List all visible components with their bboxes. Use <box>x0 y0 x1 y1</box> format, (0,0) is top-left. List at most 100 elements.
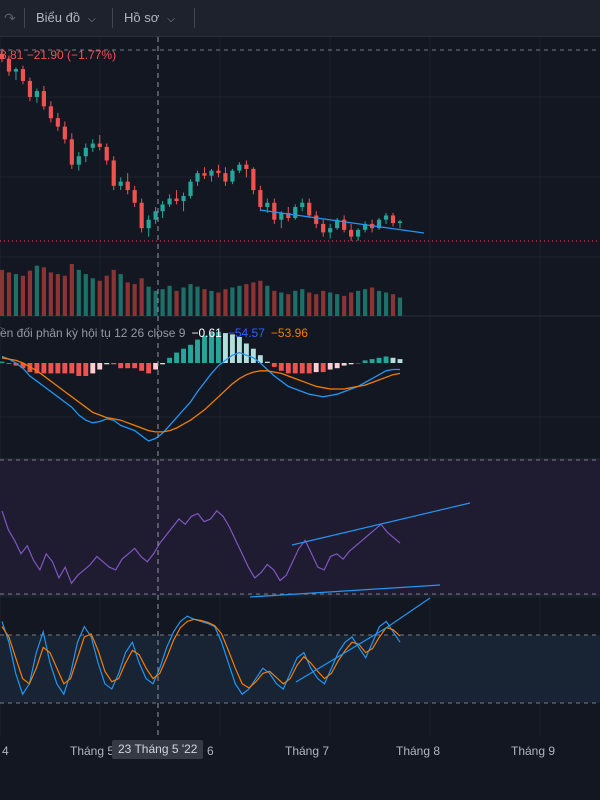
candle-body <box>390 215 396 224</box>
macd-histogram-bar <box>104 363 110 365</box>
chevron-down-icon: ⌵ <box>167 14 175 25</box>
candle-body <box>20 69 26 81</box>
macd-histogram-bar <box>285 363 291 374</box>
macd-histogram-bar <box>83 363 89 376</box>
candle-body <box>223 173 228 182</box>
candle-body <box>397 221 403 224</box>
macd-histogram-bar <box>264 361 270 363</box>
macd-histogram-bar <box>383 356 389 363</box>
rsi-lower-trend-line <box>249 584 441 598</box>
macd-histogram-bar <box>216 331 221 363</box>
candle-body <box>202 173 207 176</box>
macd-histogram-bar <box>174 352 180 363</box>
crosshair-date-label: 23 Tháng 5 '22 <box>112 740 204 759</box>
chevron-down-icon: ⌵ <box>88 14 96 25</box>
stoch-trend-line <box>295 627 387 683</box>
volume-bar <box>286 294 291 316</box>
macd-legend: ền đối phân kỳ hội tụ 12 26 close 9 −0.61… <box>0 326 308 340</box>
volume-bar <box>174 290 179 316</box>
macd-histogram-bar <box>90 363 96 374</box>
volume-bar <box>258 280 263 316</box>
candle-body <box>97 143 102 147</box>
volume-bar <box>55 274 60 316</box>
candle-body <box>27 80 33 97</box>
macd-histogram-bar <box>55 363 61 374</box>
redo-icon[interactable]: ↷ <box>4 10 16 26</box>
toolbar-separator <box>24 8 25 28</box>
volume-bar <box>209 290 214 316</box>
macd-histogram-bar <box>334 363 340 369</box>
macd-histogram-bar <box>167 357 173 363</box>
candle-body <box>132 190 137 203</box>
volume-bar <box>111 269 116 316</box>
volume-bar <box>272 290 277 316</box>
candle-body <box>279 212 284 220</box>
volume-bar <box>293 290 298 316</box>
macd-histogram-bar <box>139 363 145 371</box>
volume-bar <box>160 289 165 316</box>
candle-body <box>139 202 144 229</box>
volume-bar <box>279 292 284 316</box>
candle-body <box>181 196 186 202</box>
macd-histogram-bar <box>111 363 117 365</box>
candle-body <box>356 229 361 237</box>
volume-bar <box>48 272 53 316</box>
macd-histogram-bar <box>181 348 186 363</box>
candle-body <box>6 58 12 72</box>
time-axis[interactable]: 4 Tháng 5 6 Tháng 7 Tháng 8 Tháng 9 23 T… <box>0 737 600 762</box>
x-tick-label: 4 <box>2 744 9 758</box>
candle-body <box>76 156 81 165</box>
macd-histogram-bar <box>125 363 131 369</box>
candle-body <box>83 147 88 157</box>
volume-bar <box>0 269 5 316</box>
chart-menu-button[interactable]: Biểu đồ ⌵ <box>36 0 96 36</box>
candle-body <box>293 207 298 218</box>
x-tick-label: 6 <box>207 744 214 758</box>
candle-body <box>272 202 277 220</box>
macd-histogram-bar <box>13 363 19 366</box>
volume-bars <box>0 264 403 316</box>
volume-bar <box>356 290 361 316</box>
candle-body <box>265 202 270 207</box>
volume-bar <box>76 269 81 316</box>
macd-histogram-bar <box>292 363 298 374</box>
candle-body <box>125 181 130 191</box>
price-legend: 8.81 −21.90 (−1.77%) <box>0 48 117 62</box>
macd-histogram-bar <box>146 363 152 374</box>
macd-histogram-bar <box>320 363 326 373</box>
candle-body <box>160 204 165 212</box>
profile-menu-button[interactable]: Hồ sơ ⌵ <box>124 0 175 36</box>
candle-body <box>0 53 5 59</box>
volume-bar <box>188 284 193 316</box>
volume-bar <box>62 275 67 316</box>
macd-histogram-bar <box>69 363 75 374</box>
macd-histogram-bar <box>222 333 228 363</box>
macd-histogram-bar <box>229 334 235 363</box>
volume-bar <box>146 286 151 316</box>
volume-bar <box>216 292 221 316</box>
macd-histogram-bar <box>257 355 263 363</box>
macd-histogram-bar <box>6 363 12 364</box>
candle-body <box>342 219 347 230</box>
x-tick-label: Tháng 9 <box>511 744 556 758</box>
chart-menu-label: Biểu đồ <box>36 10 81 25</box>
volume-bar <box>139 278 144 316</box>
chart-canvas[interactable] <box>0 37 600 737</box>
volume-bar <box>34 265 40 316</box>
top-toolbar: ↷ Biểu đồ ⌵ Hồ sơ ⌵ <box>0 0 600 37</box>
volume-bar <box>195 286 200 316</box>
volume-bar <box>132 284 137 316</box>
volume-bar <box>376 290 382 316</box>
candle-body <box>104 146 109 161</box>
rsi-upper-trend-line <box>291 502 471 546</box>
volume-bar <box>83 274 88 316</box>
toolbar-separator <box>194 8 195 28</box>
candle-body <box>48 106 53 119</box>
volume-bar <box>369 287 375 316</box>
macd-histogram-value: −0.61 <box>191 326 222 340</box>
macd-histogram-bar <box>20 363 26 369</box>
macd-histogram-bar <box>202 335 207 363</box>
candle-body <box>314 215 319 224</box>
volume-bar <box>300 289 305 316</box>
price-trend-line <box>259 209 425 234</box>
